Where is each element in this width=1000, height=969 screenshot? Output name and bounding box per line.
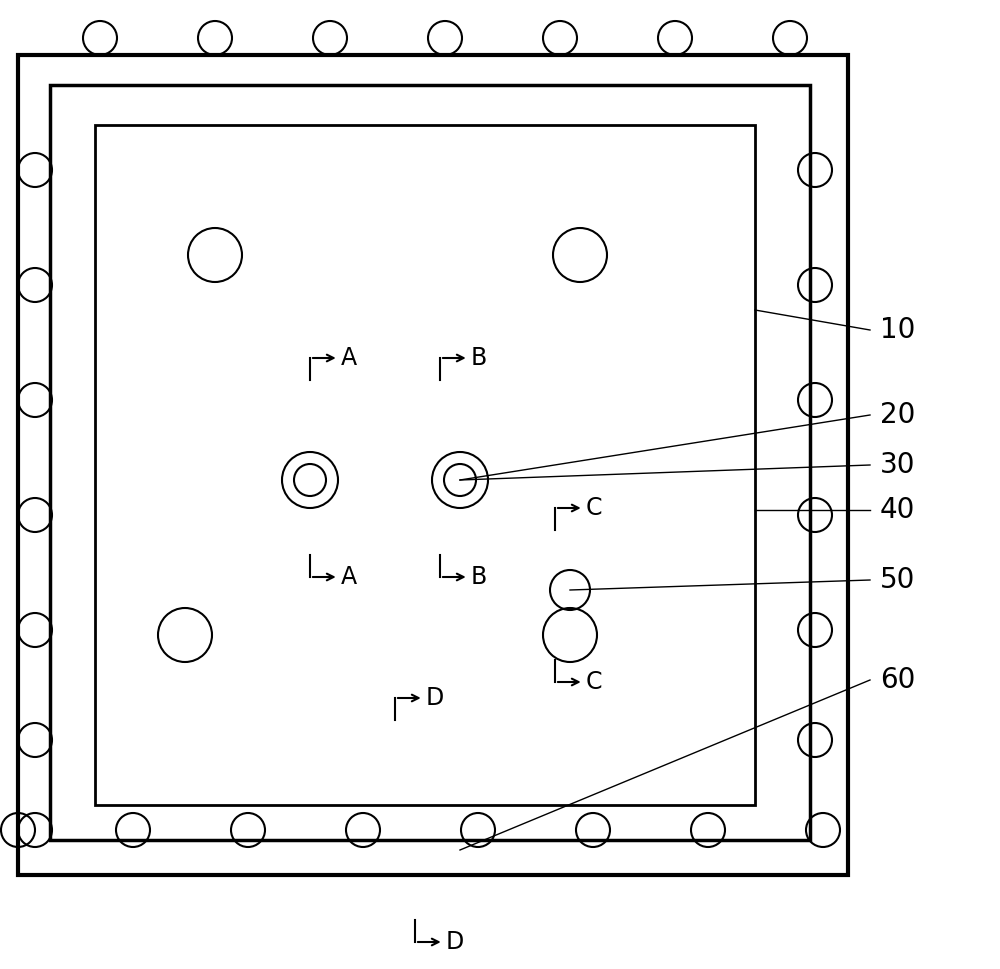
Text: D: D [446,930,464,954]
Text: B: B [471,346,487,370]
Bar [95,125,755,805]
Text: B: B [471,565,487,589]
Text: 30: 30 [880,451,916,479]
Text: 20: 20 [880,401,915,429]
Text: 60: 60 [880,666,915,694]
Text: 40: 40 [880,496,915,524]
Text: 50: 50 [880,566,915,594]
Text: 10: 10 [880,316,915,344]
Text: C: C [586,670,602,694]
Text: A: A [341,565,357,589]
Bar [18,55,848,875]
Text: A: A [341,346,357,370]
Text: D: D [426,686,444,710]
Text: C: C [586,496,602,520]
Bar [50,85,810,840]
